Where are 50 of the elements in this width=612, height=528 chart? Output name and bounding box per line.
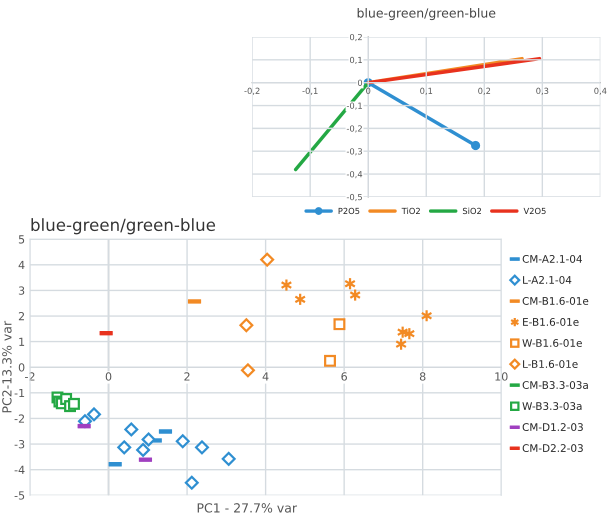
y-tick-label: 0,1 — [350, 56, 362, 64]
legend-label: V2O5 — [524, 208, 546, 214]
y-tick-label: 3 — [18, 286, 24, 295]
x-tick-label: 0,3 — [536, 88, 548, 95]
legend-label: CM-D1.2-03 — [522, 423, 583, 432]
y-tick-label: -4 — [14, 466, 25, 474]
x-axis-title: PC1 - 27.7% var — [198, 503, 298, 513]
legend-label: TiO2 — [402, 208, 420, 214]
legend-label: CM-B1.6-01e — [522, 297, 588, 305]
y-tick-label: -0,1 — [346, 102, 362, 110]
chart-title: blue-green/green-blue — [358, 8, 496, 20]
x-tick-label: -0,2 — [244, 88, 260, 95]
x-tick-label: 2 — [184, 372, 190, 381]
y-tick-label: -0,3 — [346, 148, 362, 156]
y-tick-label: -1 — [14, 388, 24, 398]
x-tick-label: 8 — [420, 372, 426, 381]
y-tick-label: 5 — [18, 235, 24, 244]
y-tick-label: 0 — [358, 80, 362, 86]
y-tick-label: 4 — [18, 260, 25, 270]
x-tick-label: 6 — [341, 372, 347, 381]
legend-label: L-A2.1-04 — [523, 276, 572, 284]
legend-label: CM-D2.2-03 — [522, 444, 583, 452]
legend-label: P2O5 — [338, 208, 360, 214]
y-tick-label: -5 — [14, 491, 24, 500]
x-tick-label: 0 — [106, 372, 112, 381]
legend-label: W-B3.3-03a — [522, 402, 582, 410]
y-tick-label: -0,4 — [346, 171, 362, 178]
legend-label: E-B1.6-01e — [523, 318, 579, 326]
y-tick-label: 0 — [18, 363, 24, 372]
legend-label: SiO2 — [462, 208, 481, 214]
y-axis-title: PC2-13.3% var — [2, 320, 12, 412]
chart-title: blue-green/green-blue — [32, 218, 216, 234]
y-tick-label: 0,2 — [350, 34, 362, 42]
legend-label: W-B1.6-01e — [522, 339, 582, 347]
y-tick-label: -3 — [14, 440, 24, 448]
y-tick-label: -0,2 — [346, 125, 362, 133]
legend-label: CM-A2.1-04 — [522, 254, 582, 263]
x-tick-label: 4 — [262, 372, 269, 381]
y-tick-label: 2 — [18, 312, 24, 320]
y-tick-label: -2 — [14, 414, 24, 423]
y-tick-label: -0,5 — [346, 194, 362, 202]
x-tick-label: 0,1 — [420, 88, 432, 95]
legend-label: CM-B3.3-03a — [522, 381, 588, 389]
y-tick-label: 1 — [19, 338, 24, 346]
x-tick-label: 0,2 — [478, 88, 490, 95]
legend-label: L-B1.6-01e — [523, 360, 578, 368]
x-tick-label: 10 — [495, 372, 508, 381]
x-tick-label: 0,4 — [594, 88, 607, 95]
x-tick-label: -0,1 — [302, 88, 318, 95]
x-tick-label: 0 — [366, 88, 370, 94]
